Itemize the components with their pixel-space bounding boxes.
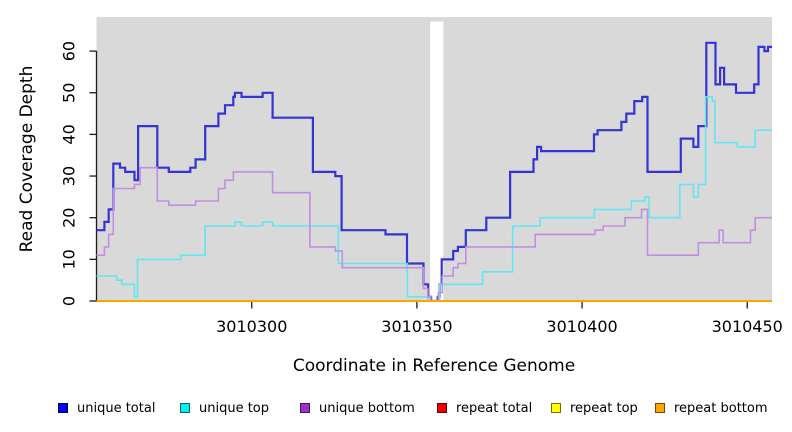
x-tick-label: 3010300 <box>216 317 287 336</box>
legend-item-unique-top: unique top <box>180 400 269 416</box>
x-tick-label: 3010400 <box>546 317 617 336</box>
legend-label: repeat top <box>570 400 638 416</box>
y-tick-label: 60 <box>60 41 79 61</box>
repeat-bottom-swatch-icon <box>655 403 665 413</box>
unique-top-swatch-icon <box>180 403 190 413</box>
legend-item-repeat-total: repeat total <box>437 400 532 416</box>
repeat-top-swatch-icon <box>551 403 561 413</box>
y-tick-label: 50 <box>60 83 79 103</box>
y-axis-title: Read Coverage Depth <box>17 65 37 253</box>
legend-label: unique total <box>77 400 156 416</box>
y-tick-label: 10 <box>60 249 79 269</box>
y-tick-label: 0 <box>60 296 79 306</box>
legend-label: unique top <box>199 400 270 416</box>
masked-region-band <box>430 21 444 301</box>
series-line-unique-bottom <box>96 166 772 302</box>
legend-item-repeat-top: repeat top <box>551 400 638 416</box>
y-tick-label: 20 <box>60 208 79 228</box>
repeat-total-swatch-icon <box>437 403 447 413</box>
legend-label: unique bottom <box>319 400 415 416</box>
unique-total-swatch-icon <box>58 403 68 413</box>
series-line-unique-top <box>96 96 772 302</box>
x-tick-label: 3010450 <box>712 317 783 336</box>
y-tick-label: 30 <box>60 166 79 186</box>
unique-bottom-swatch-icon <box>300 403 310 413</box>
legend-item-repeat-bottom: repeat bottom <box>655 400 768 416</box>
legend-item-unique-bottom: unique bottom <box>300 400 415 416</box>
y-tick-label: 40 <box>60 124 79 144</box>
legend-item-unique-total: unique total <box>58 400 155 416</box>
legend-label: repeat bottom <box>674 400 768 416</box>
x-tick-label: 3010350 <box>381 317 452 336</box>
x-axis-title: Coordinate in Reference Genome <box>292 356 576 376</box>
legend-label: repeat total <box>456 400 533 416</box>
